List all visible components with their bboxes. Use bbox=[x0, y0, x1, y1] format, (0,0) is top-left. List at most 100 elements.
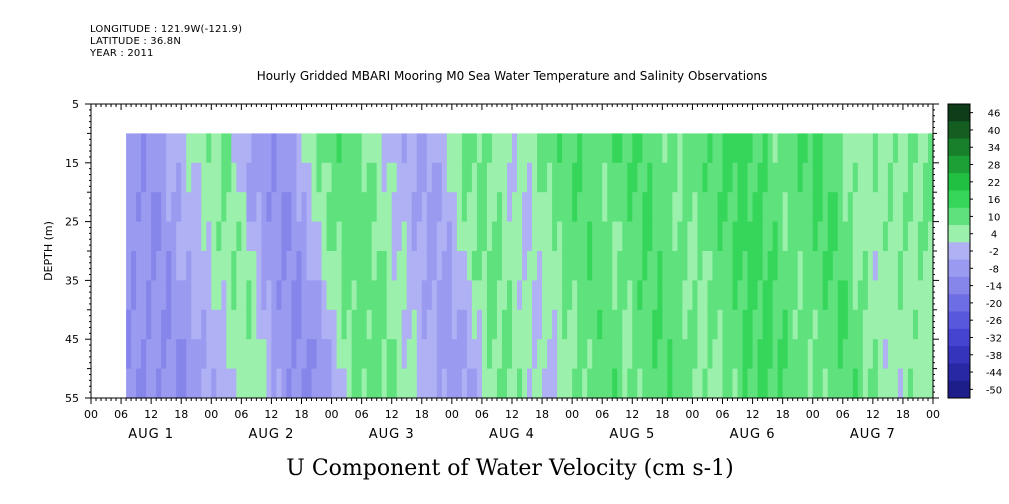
heatmap-cell bbox=[552, 192, 558, 223]
heatmap-cell bbox=[847, 251, 854, 281]
heatmap-cell bbox=[572, 133, 578, 164]
x-tick-label: 06 bbox=[595, 408, 609, 421]
heatmap-cell bbox=[491, 280, 498, 311]
x-tick-label: 00 bbox=[204, 408, 218, 421]
heatmap-cell bbox=[421, 368, 428, 399]
heatmap-cell bbox=[547, 309, 553, 340]
heatmap-cell bbox=[822, 309, 829, 340]
heatmap-cells bbox=[126, 133, 934, 399]
heatmap-cell bbox=[356, 221, 363, 252]
heatmap-cell bbox=[131, 339, 137, 370]
heatmap-cell bbox=[266, 192, 273, 223]
heatmap-cell bbox=[752, 280, 759, 311]
heatmap-cell bbox=[682, 162, 689, 193]
heatmap-cell bbox=[642, 368, 648, 399]
heatmap-cell bbox=[226, 309, 232, 340]
heatmap-cell bbox=[872, 133, 879, 164]
heatmap-cell bbox=[486, 280, 493, 311]
heatmap-cell bbox=[411, 339, 418, 370]
heatmap-cell bbox=[802, 192, 809, 223]
heatmap-cell bbox=[226, 133, 232, 164]
heatmap-cell bbox=[201, 368, 207, 399]
heatmap-cell bbox=[286, 192, 293, 223]
heatmap-cell bbox=[376, 192, 383, 223]
heatmap-cell bbox=[476, 133, 483, 164]
heatmap-cell bbox=[732, 280, 739, 311]
heatmap-cell bbox=[501, 339, 508, 370]
heatmap-cell bbox=[396, 368, 403, 399]
heatmap-cell bbox=[436, 251, 443, 281]
heatmap-cell bbox=[682, 339, 689, 370]
heatmap-cell bbox=[577, 221, 583, 252]
heatmap-cell bbox=[872, 309, 879, 340]
heatmap-cell bbox=[156, 309, 162, 340]
y-tick-label: 15 bbox=[65, 157, 79, 170]
heatmap-cell bbox=[607, 368, 613, 399]
heatmap-cell bbox=[677, 133, 684, 164]
heatmap-cell bbox=[677, 221, 684, 252]
heatmap-cell bbox=[486, 221, 493, 252]
heatmap-cell bbox=[522, 368, 528, 399]
x-tick-label: 12 bbox=[746, 408, 760, 421]
heatmap-cell bbox=[401, 339, 408, 370]
heatmap-cell bbox=[181, 280, 187, 311]
heatmap-cell bbox=[446, 309, 453, 340]
heatmap-cell bbox=[376, 339, 383, 370]
heatmap-cell bbox=[276, 133, 283, 164]
heatmap-cell bbox=[356, 162, 363, 193]
heatmap-cell bbox=[737, 221, 744, 252]
heatmap-cell bbox=[697, 309, 704, 340]
heatmap-cell bbox=[882, 221, 889, 252]
heatmap-cell bbox=[587, 162, 593, 193]
heatmap-cell bbox=[917, 162, 924, 193]
heatmap-cell bbox=[331, 309, 338, 340]
heatmap-cell bbox=[627, 192, 633, 223]
heatmap-cell bbox=[191, 251, 197, 281]
heatmap-cell bbox=[642, 133, 648, 164]
heatmap-cell bbox=[251, 221, 257, 252]
heatmap-cell bbox=[587, 309, 593, 340]
heatmap-cell bbox=[667, 221, 673, 252]
heatmap-cell bbox=[867, 192, 874, 223]
heatmap-cell bbox=[777, 162, 784, 193]
heatmap-cell bbox=[241, 251, 247, 281]
heatmap-cell bbox=[341, 280, 348, 311]
heatmap-cell bbox=[742, 251, 749, 281]
heatmap-cell bbox=[692, 368, 699, 399]
heatmap-cell bbox=[827, 133, 834, 164]
heatmap-cell bbox=[787, 368, 794, 399]
heatmap-cell bbox=[812, 133, 819, 164]
heatmap-cell bbox=[762, 133, 769, 164]
heatmap-cell bbox=[241, 133, 247, 164]
heatmap-cell bbox=[862, 251, 869, 281]
heatmap-cell bbox=[326, 368, 333, 399]
heatmap-cell bbox=[436, 368, 443, 399]
heatmap-cell bbox=[552, 221, 558, 252]
heatmap-cell bbox=[401, 368, 408, 399]
colorbar-swatch bbox=[948, 173, 970, 191]
heatmap-cell bbox=[411, 162, 418, 193]
heatmap-cell bbox=[291, 368, 298, 399]
heatmap-cell bbox=[787, 133, 794, 164]
heatmap-cell bbox=[887, 162, 894, 193]
heatmap-cell bbox=[602, 162, 608, 193]
heatmap-cell bbox=[226, 192, 232, 223]
heatmap-cell bbox=[767, 339, 774, 370]
heatmap-cell bbox=[542, 192, 548, 223]
heatmap-cell bbox=[386, 221, 393, 252]
heatmap-cell bbox=[532, 162, 538, 193]
heatmap-cell bbox=[176, 339, 182, 370]
heatmap-cell bbox=[667, 368, 673, 399]
heatmap-cell bbox=[522, 339, 528, 370]
heatmap-cell bbox=[201, 192, 207, 223]
heatmap-cell bbox=[266, 339, 273, 370]
heatmap-cell bbox=[707, 162, 714, 193]
heatmap-cell bbox=[151, 251, 157, 281]
heatmap-cell bbox=[156, 133, 162, 164]
heatmap-cell bbox=[221, 133, 227, 164]
heatmap-cell bbox=[456, 133, 463, 164]
heatmap-cell bbox=[336, 221, 343, 252]
heatmap-cell bbox=[481, 192, 488, 223]
heatmap-cell bbox=[827, 162, 834, 193]
heatmap-cell bbox=[862, 309, 869, 340]
